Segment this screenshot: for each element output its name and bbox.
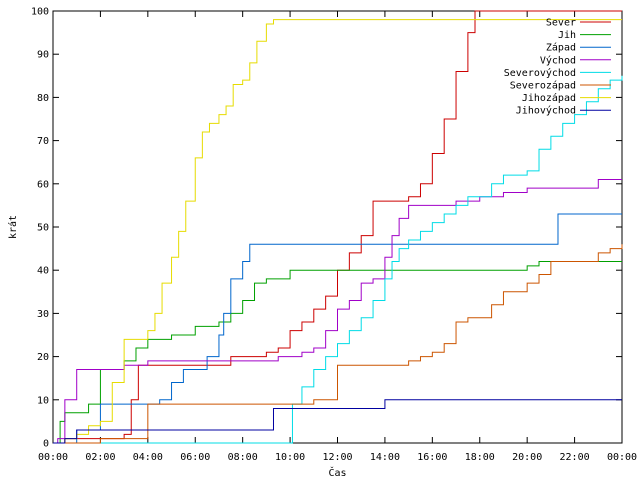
series-line <box>53 178 622 444</box>
legend-label: Severozápad <box>510 80 576 92</box>
x-tick-label: 20:00 <box>512 452 542 463</box>
x-tick-label: 04:00 <box>133 452 163 463</box>
y-tick-label: 100 <box>31 7 49 18</box>
series-line <box>53 244 623 444</box>
x-tick-label: 12:00 <box>322 452 352 463</box>
y-tick-label: 70 <box>37 136 49 147</box>
series-line <box>53 10 622 444</box>
x-tick-label: 06:00 <box>180 452 210 463</box>
y-tick-label: 20 <box>37 352 49 363</box>
x-tick-label: 02:00 <box>85 452 115 463</box>
x-tick-label: 00:00 <box>607 452 637 463</box>
x-tick-label: 16:00 <box>417 452 447 463</box>
x-tick-label: 18:00 <box>465 452 495 463</box>
legend-label: Jih <box>558 30 576 41</box>
y-tick-label: 30 <box>37 309 49 320</box>
series-lines <box>53 10 623 444</box>
legend-label: Severovýchod <box>504 67 576 79</box>
y-tick-label: 10 <box>37 395 49 406</box>
series-line <box>53 75 623 444</box>
x-tick-label: 14:00 <box>370 452 400 463</box>
x-tick-label: 00:00 <box>38 452 68 463</box>
series-line <box>53 19 622 444</box>
y-tick-label: 60 <box>37 179 49 190</box>
y-tick-label: 40 <box>37 266 49 277</box>
series-line <box>53 399 622 444</box>
y-tick-label: 50 <box>37 223 49 234</box>
series-line <box>53 261 622 444</box>
x-tick-label: 22:00 <box>560 452 590 463</box>
x-tick-label: 08:00 <box>228 452 258 463</box>
x-tick-label: 10:00 <box>275 452 305 463</box>
x-axis-label: Čas <box>328 466 346 479</box>
legend: SeverJihZápadVýchodSeverovýchodSeverozáp… <box>504 18 611 117</box>
y-tick-label: 80 <box>37 93 49 104</box>
legend-label: Jihovýchod <box>516 105 576 117</box>
y-tick-label: 0 <box>43 439 49 450</box>
axis-ticks: 0 10 20 30 40 50 60 70 80 90 100 00:00 02:00 04:00 06:… <box>31 7 637 464</box>
y-tick-label: 90 <box>37 50 49 61</box>
y-axis-label: krát <box>7 215 19 239</box>
legend-label: Jihozápad <box>522 92 576 104</box>
legend-label: Sever <box>546 18 576 29</box>
legend-label: Západ <box>546 42 576 54</box>
legend-label: Východ <box>540 54 576 66</box>
